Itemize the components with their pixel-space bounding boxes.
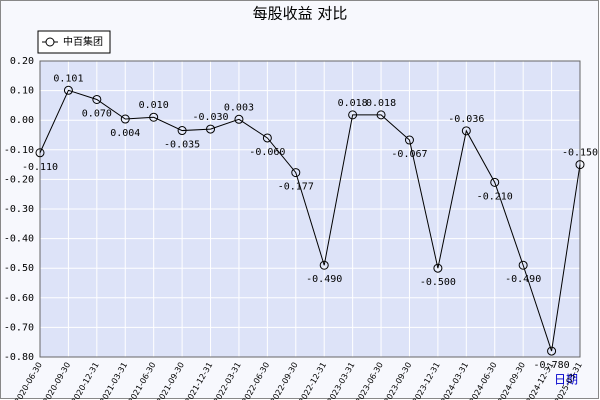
data-label: -0.110 xyxy=(22,162,58,173)
point xyxy=(234,114,244,124)
point xyxy=(404,135,414,145)
y-tick-label: 0.00 xyxy=(10,115,34,126)
point xyxy=(348,110,358,120)
data-label: 0.004 xyxy=(110,128,140,139)
data-label: -0.500 xyxy=(420,277,456,288)
y-tick-label: -0.10 xyxy=(4,145,34,156)
point xyxy=(262,133,272,143)
point xyxy=(177,126,187,136)
point xyxy=(35,148,45,158)
data-label: 0.003 xyxy=(224,102,254,113)
data-label: -0.030 xyxy=(192,112,228,123)
point xyxy=(120,114,130,124)
x-axis-label: 日期 xyxy=(554,373,578,387)
data-label: 0.018 xyxy=(366,98,396,109)
data-label: -0.036 xyxy=(448,114,484,125)
y-tick-label: 0.10 xyxy=(10,86,34,97)
data-label: -0.067 xyxy=(391,149,427,160)
data-label: -0.490 xyxy=(306,274,342,285)
legend-box xyxy=(37,30,111,54)
point xyxy=(547,346,557,356)
point xyxy=(575,160,585,170)
legend-label: 中百集团 xyxy=(63,35,103,48)
data-label: 0.101 xyxy=(53,73,83,84)
point xyxy=(63,85,73,95)
point xyxy=(319,260,329,270)
y-tick-label: 0.20 xyxy=(10,56,34,67)
data-label: -0.177 xyxy=(278,182,314,193)
legend: 中百集团 xyxy=(37,30,111,54)
plot-border xyxy=(39,60,581,358)
point xyxy=(291,168,301,178)
point xyxy=(490,177,500,187)
data-label: 0.018 xyxy=(338,98,368,109)
line xyxy=(39,89,581,352)
data-label: -0.210 xyxy=(477,191,513,202)
y-tick-label: -0.60 xyxy=(4,293,34,304)
y-tick-label: -0.40 xyxy=(4,234,34,245)
point xyxy=(461,126,471,136)
point xyxy=(518,260,528,270)
data-label: 0.070 xyxy=(82,108,112,119)
y-tick-label: -0.50 xyxy=(4,263,34,274)
point xyxy=(376,110,386,120)
y-tick-label: -0.20 xyxy=(4,174,34,185)
y-tick-label: -0.70 xyxy=(4,322,34,333)
data-label: -0.150 xyxy=(562,148,598,159)
point xyxy=(206,124,216,134)
point xyxy=(149,112,159,122)
y-tick-label: -0.80 xyxy=(4,352,34,363)
data-label: -0.035 xyxy=(164,140,200,151)
chart-title: 每股收益 对比 xyxy=(253,5,348,23)
data-label: -0.060 xyxy=(249,147,285,158)
point xyxy=(92,94,102,104)
point xyxy=(433,263,443,273)
data-label: 0.010 xyxy=(139,100,169,111)
y-tick-label: -0.30 xyxy=(4,204,34,215)
data-label: -0.490 xyxy=(505,274,541,285)
legend-marker xyxy=(45,37,55,47)
data-label: -0.780 xyxy=(534,360,570,371)
